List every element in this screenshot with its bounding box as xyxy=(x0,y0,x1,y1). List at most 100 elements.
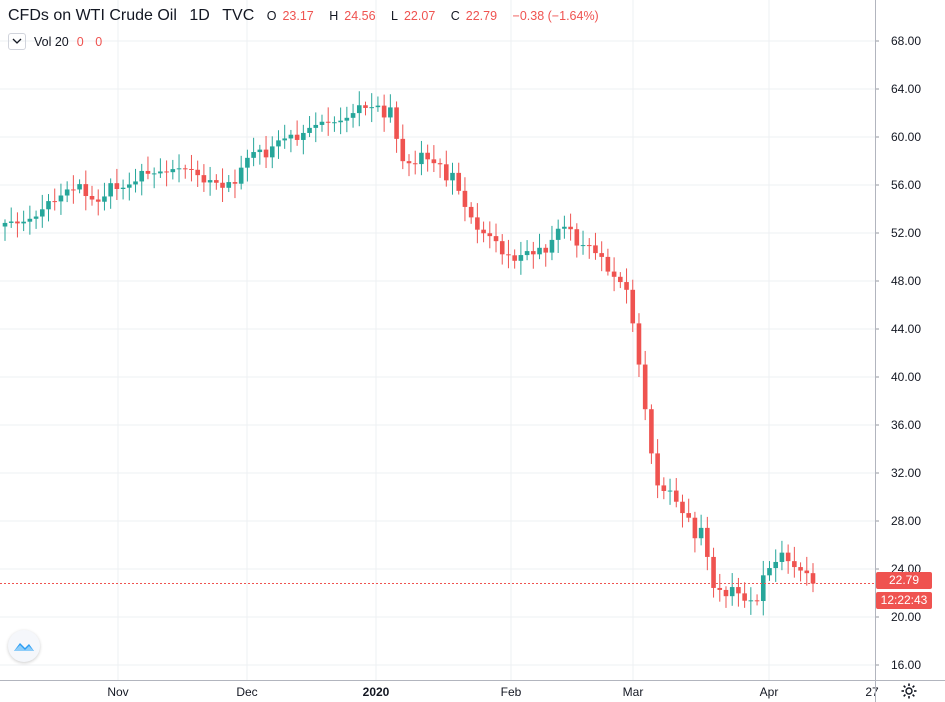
candle-body xyxy=(176,168,182,170)
price-tick-label: 64.00 xyxy=(891,82,921,96)
candle-body xyxy=(71,189,76,191)
candle-body xyxy=(512,255,517,261)
candle-body xyxy=(39,209,45,217)
time-tick-label: Apr xyxy=(760,685,779,699)
candle-body xyxy=(182,168,188,170)
candle-body xyxy=(810,573,816,584)
volume-label[interactable]: Vol 20 xyxy=(34,34,69,49)
candle-body xyxy=(338,120,343,123)
candle-body xyxy=(618,276,623,283)
candle-body xyxy=(767,568,772,576)
price-tick-label: 56.00 xyxy=(891,178,921,192)
candle-body xyxy=(456,172,462,191)
candle-body xyxy=(369,107,375,109)
candle-body xyxy=(437,163,443,165)
volume-value-1: 0 xyxy=(76,34,84,49)
candle-body xyxy=(381,105,387,118)
candle-body xyxy=(207,180,213,183)
candle-body xyxy=(356,105,362,114)
candle-body xyxy=(450,172,455,181)
candle-body xyxy=(46,201,51,210)
candle-body xyxy=(282,138,287,141)
candle-body xyxy=(95,199,101,202)
candle-body xyxy=(686,513,691,518)
exchange-label: TVC xyxy=(222,7,255,24)
candle-body xyxy=(58,195,64,202)
candle-body xyxy=(195,169,200,176)
candle-body xyxy=(599,253,604,257)
candle-body xyxy=(301,132,306,140)
high-key: H xyxy=(329,9,339,23)
price-tick-label: 44.00 xyxy=(891,322,921,336)
candle-body xyxy=(319,121,325,125)
candle-body xyxy=(251,152,256,158)
interval-label[interactable]: 1D xyxy=(189,7,210,24)
candle-body xyxy=(499,241,505,255)
candle-body xyxy=(15,221,20,224)
candle-body xyxy=(375,105,381,108)
candle-body xyxy=(102,196,107,202)
candle-body xyxy=(543,247,549,253)
candle-body xyxy=(611,271,617,277)
candle-body xyxy=(748,600,754,602)
open-value: 23.17 xyxy=(282,9,314,23)
candle-body xyxy=(705,527,710,557)
candle-body xyxy=(655,453,660,486)
candle-body xyxy=(127,184,132,188)
candle-body xyxy=(232,182,238,184)
candle-body xyxy=(624,282,629,290)
candle-body xyxy=(108,183,113,197)
candle-body xyxy=(350,113,356,118)
candle-body xyxy=(145,170,151,174)
candle-body xyxy=(2,222,8,227)
candle-body xyxy=(531,251,536,255)
candle-body xyxy=(692,517,698,539)
candle-body xyxy=(114,183,120,189)
candle-body xyxy=(21,221,26,224)
candle-body xyxy=(462,190,468,207)
candle-body xyxy=(189,168,194,170)
candle-body xyxy=(680,501,685,514)
price-tick-label: 60.00 xyxy=(891,130,921,144)
symbol-name[interactable]: CFDs on WTI Crude Oil xyxy=(8,7,177,24)
candle-body xyxy=(406,161,412,164)
time-tick-label: Mar xyxy=(623,685,644,699)
volume-values: 0 0 xyxy=(77,35,102,49)
candle-body xyxy=(555,228,561,240)
price-tick-label: 68.00 xyxy=(891,34,921,48)
candle-body xyxy=(773,561,779,569)
logo-wave-icon xyxy=(14,643,34,651)
collapse-legend-button[interactable] xyxy=(8,33,26,50)
candle-body xyxy=(475,217,480,230)
candle-body xyxy=(388,107,393,118)
candle-body xyxy=(736,587,741,594)
candle-body xyxy=(760,575,766,602)
candle-body xyxy=(673,490,679,502)
candle-body xyxy=(27,218,33,222)
tradingview-logo-icon[interactable] xyxy=(8,630,40,662)
candle-body xyxy=(792,561,797,568)
candle-body xyxy=(754,600,760,602)
price-tick-label: 36.00 xyxy=(891,418,921,432)
price-tick-label: 40.00 xyxy=(891,370,921,384)
candle-body xyxy=(325,121,331,123)
candle-body xyxy=(729,587,735,597)
candle-body xyxy=(431,159,437,164)
candle-body xyxy=(487,233,493,237)
candle-body xyxy=(779,552,785,562)
candle-body xyxy=(549,239,555,253)
candle-body xyxy=(412,163,418,165)
settings-button[interactable] xyxy=(898,681,920,701)
price-tick-label: 52.00 xyxy=(891,226,921,240)
candle-body xyxy=(238,167,244,184)
candle-body xyxy=(226,182,232,188)
candle-body xyxy=(425,152,430,160)
candle-body xyxy=(64,189,70,196)
candle-body xyxy=(636,323,642,365)
candle-body xyxy=(170,169,176,173)
candle-body xyxy=(580,245,586,247)
candle-body xyxy=(798,567,803,571)
chevron-down-icon xyxy=(12,38,22,44)
